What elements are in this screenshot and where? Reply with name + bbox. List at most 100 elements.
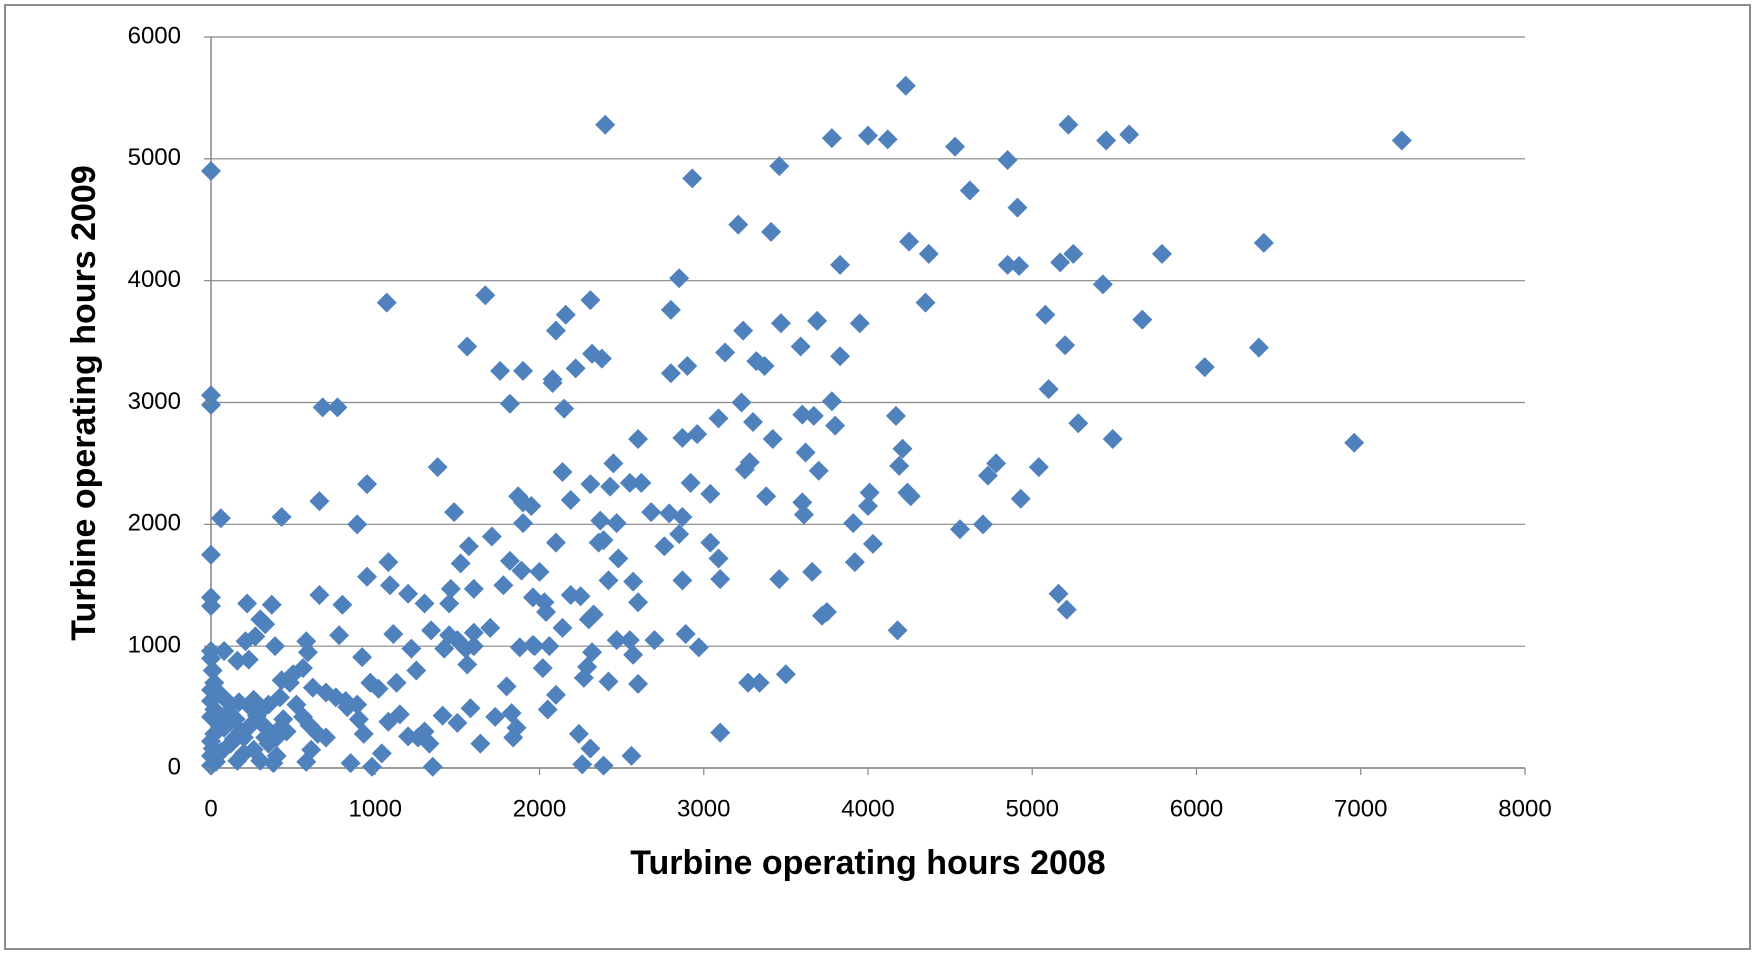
data-point xyxy=(808,460,829,481)
data-point xyxy=(457,654,478,675)
data-point xyxy=(265,636,286,657)
data-point xyxy=(598,570,619,591)
data-point xyxy=(261,594,282,615)
data-point xyxy=(440,578,461,599)
data-point xyxy=(335,690,356,711)
data-point xyxy=(1253,232,1274,253)
data-point xyxy=(1132,309,1153,330)
data-point xyxy=(340,753,361,774)
x-tick-label: 2000 xyxy=(513,795,566,822)
data-point xyxy=(862,533,883,554)
data-point xyxy=(422,756,443,777)
y-axis-title: Turbine operating hours 2009 xyxy=(65,165,103,640)
data-point xyxy=(444,502,465,523)
data-point xyxy=(529,561,550,582)
data-point xyxy=(623,571,644,592)
data-point xyxy=(734,459,755,480)
data-point xyxy=(743,411,764,432)
data-point xyxy=(1048,583,1069,604)
data-point xyxy=(347,514,368,535)
data-point xyxy=(568,723,589,744)
data-point xyxy=(700,483,721,504)
data-point xyxy=(807,310,828,331)
data-point xyxy=(380,575,401,596)
data-point xyxy=(572,754,593,775)
data-point xyxy=(660,363,681,384)
data-point xyxy=(266,727,287,748)
data-point xyxy=(582,642,603,663)
data-point xyxy=(918,243,939,264)
data-point xyxy=(843,513,864,534)
data-point xyxy=(821,128,842,149)
data-point xyxy=(419,733,440,754)
data-point xyxy=(844,552,865,573)
data-point xyxy=(677,355,698,376)
data-point xyxy=(619,630,640,651)
data-point xyxy=(580,738,601,759)
data-point xyxy=(590,510,611,531)
data-point xyxy=(386,672,407,693)
data-point xyxy=(606,513,627,534)
data-point xyxy=(309,584,330,605)
data-point xyxy=(945,136,966,157)
data-point xyxy=(542,373,563,394)
data-point xyxy=(669,268,690,289)
x-tick-label: 6000 xyxy=(1170,795,1223,822)
data-point xyxy=(1063,243,1084,264)
data-point xyxy=(669,524,690,545)
data-point xyxy=(458,536,479,557)
data-point xyxy=(1009,256,1030,277)
data-point xyxy=(1102,429,1123,450)
data-point xyxy=(769,569,790,590)
data-point xyxy=(227,650,248,671)
data-point xyxy=(565,358,586,379)
data-point xyxy=(887,620,908,641)
data-point xyxy=(378,552,399,573)
data-point xyxy=(889,455,910,476)
data-point xyxy=(761,221,782,242)
data-point xyxy=(672,570,693,591)
data-point xyxy=(1119,124,1140,145)
data-point xyxy=(238,649,259,670)
y-tick-label: 4000 xyxy=(128,266,181,293)
data-point xyxy=(1056,599,1077,620)
data-point xyxy=(554,398,575,419)
data-point xyxy=(830,254,851,275)
data-point xyxy=(202,660,223,681)
data-point xyxy=(608,548,629,569)
data-point xyxy=(738,672,759,693)
data-point xyxy=(457,336,478,357)
data-point xyxy=(201,595,221,616)
data-point xyxy=(237,593,258,614)
data-point xyxy=(406,660,427,681)
data-point xyxy=(235,631,256,652)
data-point xyxy=(447,712,468,733)
data-point xyxy=(795,442,816,463)
data-point xyxy=(986,453,1007,474)
data-point xyxy=(641,502,662,523)
data-point xyxy=(439,593,460,614)
data-point xyxy=(481,526,502,547)
data-point xyxy=(545,532,566,553)
data-point xyxy=(522,587,543,608)
data-point xyxy=(977,465,998,486)
x-tick-label: 7000 xyxy=(1334,795,1387,822)
data-point xyxy=(1391,130,1412,151)
data-point xyxy=(672,507,693,528)
data-point xyxy=(201,161,221,182)
data-point xyxy=(859,482,880,503)
data-point xyxy=(1010,488,1031,509)
data-point xyxy=(383,623,404,644)
data-point xyxy=(223,728,244,749)
data-point xyxy=(762,429,783,450)
data-point xyxy=(623,644,644,665)
data-point xyxy=(700,532,721,553)
data-point xyxy=(1055,335,1076,356)
data-point xyxy=(792,492,813,513)
y-tick-label: 5000 xyxy=(128,144,181,171)
data-point xyxy=(595,114,616,135)
data-point xyxy=(360,672,381,693)
data-point xyxy=(997,150,1018,171)
data-point xyxy=(802,561,823,582)
data-point xyxy=(537,699,558,720)
